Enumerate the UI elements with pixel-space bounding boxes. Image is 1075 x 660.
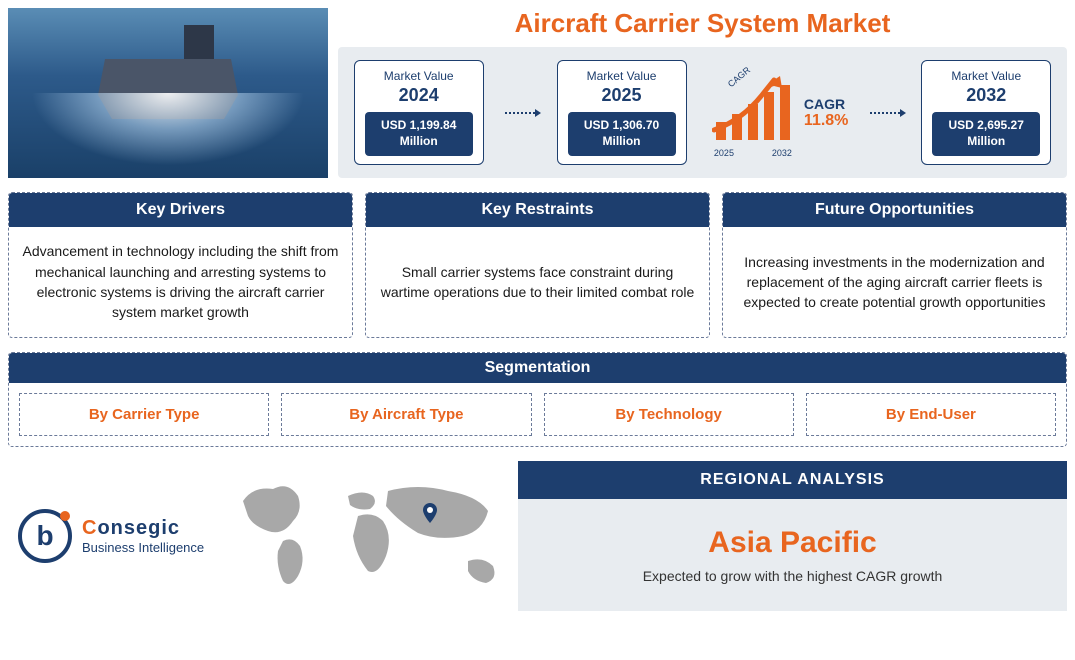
- regional-analysis-block: REGIONAL ANALYSIS Asia Pacific Expected …: [518, 461, 1067, 611]
- logo-line2: Business Intelligence: [82, 540, 204, 555]
- segmentation-item: By Aircraft Type: [281, 393, 531, 436]
- cagr-bar: [716, 122, 726, 140]
- cagr-chart-icon: CAGR 2025 2032: [708, 68, 798, 158]
- metric-year: 2032: [932, 85, 1040, 106]
- cagr-label: CAGR: [804, 96, 848, 112]
- factor-body: Small carrier systems face constraint du…: [366, 227, 709, 337]
- company-logo: b Consegic Business Intelligence: [8, 461, 228, 611]
- cagr-bar: [764, 92, 774, 140]
- cagr-bar: [780, 85, 790, 140]
- factor-header: Key Restraints: [366, 193, 709, 227]
- cagr-end-year: 2032: [772, 148, 792, 158]
- metric-label: Market Value: [365, 69, 473, 83]
- factor-card: Key RestraintsSmall carrier systems face…: [365, 192, 710, 338]
- segmentation-header: Segmentation: [9, 353, 1066, 383]
- metric-label: Market Value: [568, 69, 676, 83]
- metrics-bar: Market Value 2024 USD 1,199.84Million Ma…: [338, 47, 1067, 178]
- metric-year: 2025: [568, 85, 676, 106]
- map-pin-icon: [423, 503, 437, 523]
- segmentation-item: By Carrier Type: [19, 393, 269, 436]
- logo-icon: b: [18, 509, 72, 563]
- dotted-arrow-icon: [505, 112, 535, 114]
- metric-card-2024: Market Value 2024 USD 1,199.84Million: [354, 60, 484, 164]
- dotted-arrow-icon: [870, 112, 900, 114]
- factor-card: Future OpportunitiesIncreasing investmen…: [722, 192, 1067, 338]
- regional-title: Asia Pacific: [708, 526, 876, 560]
- regional-header: REGIONAL ANALYSIS: [518, 461, 1067, 499]
- cagr-bar: [732, 114, 742, 140]
- metric-year: 2024: [365, 85, 473, 106]
- metric-value: USD 1,199.84Million: [365, 112, 473, 155]
- metric-card-2025: Market Value 2025 USD 1,306.70Million: [557, 60, 687, 164]
- regional-subtitle: Expected to grow with the highest CAGR g…: [643, 568, 943, 584]
- segmentation-item: By Technology: [544, 393, 794, 436]
- metric-value: USD 1,306.70Million: [568, 112, 676, 155]
- factor-card: Key DriversAdvancement in technology inc…: [8, 192, 353, 338]
- world-map: [228, 461, 518, 611]
- logo-line1: Consegic: [82, 517, 204, 540]
- factor-header: Future Opportunities: [723, 193, 1066, 227]
- segmentation-item: By End-User: [806, 393, 1056, 436]
- metric-label: Market Value: [932, 69, 1040, 83]
- cagr-bar: [748, 104, 758, 140]
- factor-body: Increasing investments in the modernizat…: [723, 227, 1066, 337]
- factor-header: Key Drivers: [9, 193, 352, 227]
- cagr-value: 11.8%: [804, 112, 848, 130]
- metric-card-2032: Market Value 2032 USD 2,695.27Million: [921, 60, 1051, 164]
- metric-value: USD 2,695.27Million: [932, 112, 1040, 155]
- hero-carrier-image: [8, 8, 328, 178]
- segmentation-block: Segmentation By Carrier Type By Aircraft …: [8, 352, 1067, 447]
- cagr-start-year: 2025: [714, 148, 734, 158]
- cagr-block: CAGR 2025 2032 CAGR 11.8%: [708, 68, 848, 158]
- factor-body: Advancement in technology including the …: [9, 227, 352, 337]
- page-title: Aircraft Carrier System Market: [338, 8, 1067, 39]
